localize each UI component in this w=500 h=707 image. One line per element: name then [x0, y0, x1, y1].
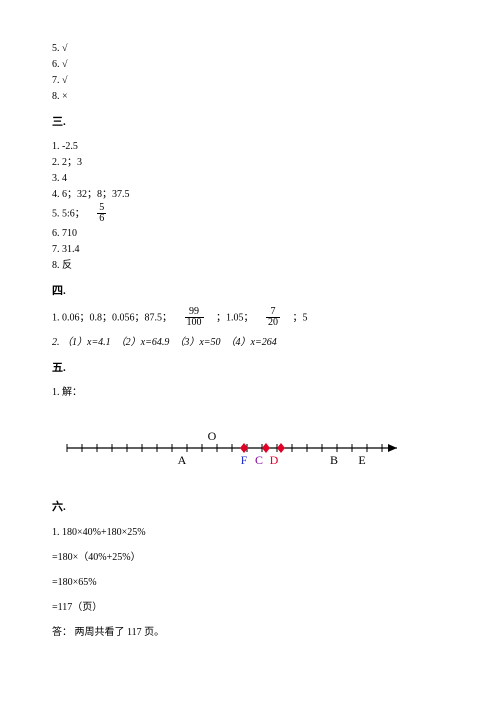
fraction-num: 5 [97, 203, 106, 214]
sec3-item7: 7. 31.4 [52, 242, 448, 257]
sec3-item2: 2. 2；3 [52, 155, 448, 170]
svg-text:E: E [358, 453, 365, 467]
sec3-item3: 3. 4 [52, 171, 448, 186]
svg-text:D: D [270, 453, 279, 467]
sec3-item5: 5. 5:6； 5 6 [52, 203, 448, 225]
sec3-item6: 6. 710 [52, 226, 448, 241]
fraction-den: 6 [97, 214, 106, 225]
section4-header: 四. [52, 283, 448, 300]
sec6-line2: =180×（40%+25%） [52, 550, 448, 565]
fraction-den: 20 [266, 318, 280, 329]
numberline-svg: O A FCD B E [52, 420, 412, 480]
section5-header: 五. [52, 360, 448, 377]
sec3-item4: 4. 6；32；8；37.5 [52, 187, 448, 202]
sec3-item1: 1. -2.5 [52, 139, 448, 154]
sec6-line3: =180×65% [52, 575, 448, 590]
sec3-item8: 8. 反 [52, 258, 448, 273]
svg-text:B: B [330, 453, 338, 467]
sec4-l1-a: 1. 0.06；0.8；0.056；87.5； [52, 312, 172, 323]
sec2-item5: 5. √ [52, 41, 448, 56]
fraction-den: 100 [185, 318, 204, 329]
sec6-line4: =117（页） [52, 600, 448, 615]
svg-text:F: F [241, 453, 248, 467]
sec2-item7: 7. √ [52, 73, 448, 88]
section6-header: 六. [52, 499, 448, 516]
sec5-line1: 1. 解： [52, 385, 448, 400]
sec3-item5-pre: 5. 5:6； [52, 208, 85, 219]
sec4-l1-b: ；1.05； [216, 312, 254, 323]
svg-text:O: O [208, 429, 217, 443]
numberline: O A FCD B E [52, 420, 448, 485]
sec4-fraction1: 99 100 [185, 307, 204, 329]
sec4-l1-c: ；5 [293, 312, 308, 323]
sec3-item5-fraction: 5 6 [97, 203, 106, 225]
sec6-line1: 1. 180×40%+180×25% [52, 525, 448, 540]
sec2-item8: 8. × [52, 89, 448, 104]
svg-text:A: A [178, 453, 187, 467]
sec2-item6: 6. √ [52, 57, 448, 72]
page: 5. √ 6. √ 7. √ 8. × 三. 1. -2.5 2. 2；3 3.… [0, 0, 500, 680]
sec4-line1: 1. 0.06；0.8；0.056；87.5； 99 100 ；1.05； 7 … [52, 307, 448, 329]
sec4-fraction2: 7 20 [266, 307, 280, 329]
svg-text:C: C [255, 453, 263, 467]
section3-header: 三. [52, 114, 448, 131]
sec4-line2: 2. （1）x=4.1 （2）x=64.9 （3）x=50 （4）x=264 [52, 335, 448, 350]
sec6-line5: 答： 两周共看了 117 页。 [52, 625, 448, 640]
sec4-l2-text: 2. （1）x=4.1 （2）x=64.9 （3）x=50 （4）x=264 [52, 337, 277, 348]
